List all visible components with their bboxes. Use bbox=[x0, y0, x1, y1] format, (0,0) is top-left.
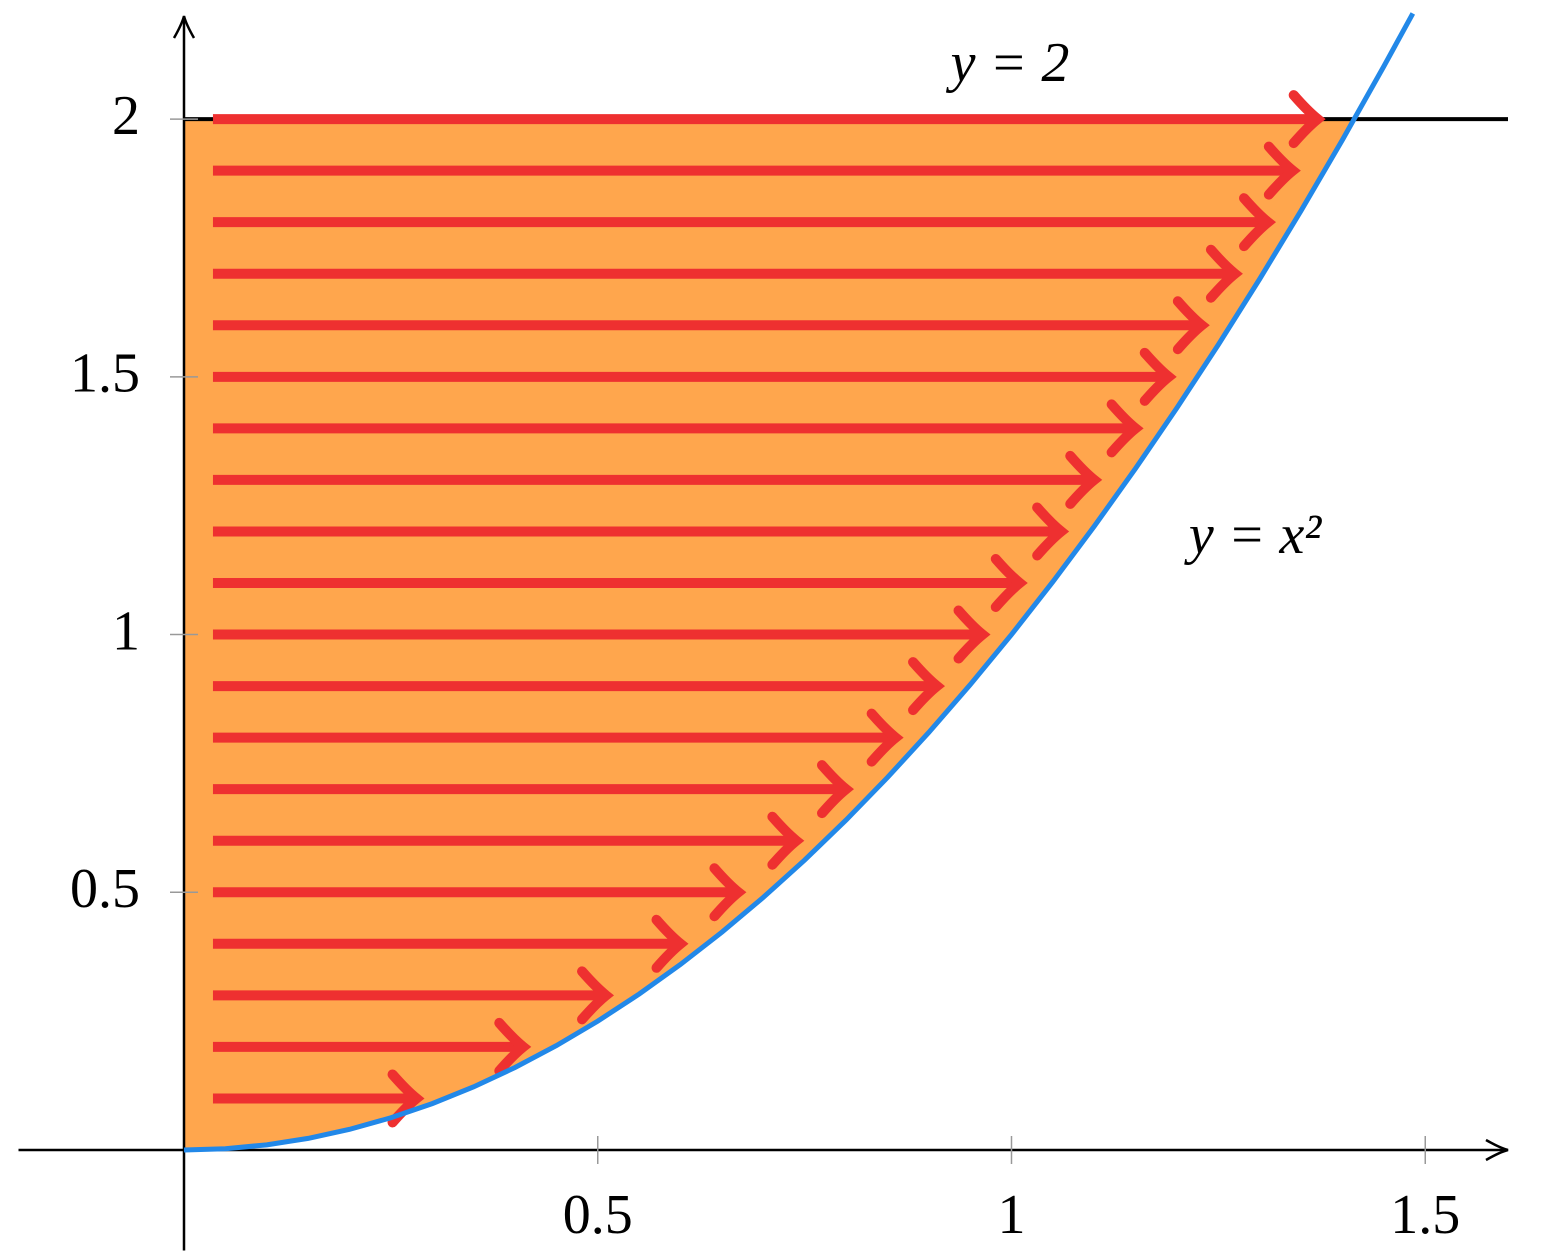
y-tick-label: 0.5 bbox=[70, 858, 140, 920]
arrow-head bbox=[953, 605, 991, 664]
arrow bbox=[212, 141, 1301, 200]
x-tick-label: 1 bbox=[998, 1184, 1026, 1246]
y-tick-label: 2 bbox=[112, 85, 140, 147]
arrow bbox=[212, 296, 1210, 355]
arrow-head bbox=[494, 1017, 532, 1076]
arrow-head bbox=[1205, 244, 1243, 303]
arrow-head bbox=[1139, 347, 1177, 406]
x-axis-arrow bbox=[1485, 1138, 1509, 1162]
x-tick-label: 0.5 bbox=[563, 1184, 633, 1246]
arrow-head bbox=[1263, 141, 1301, 200]
arrow bbox=[212, 811, 805, 870]
arrow-head bbox=[709, 863, 747, 922]
arrow bbox=[212, 244, 1243, 303]
arrow-head bbox=[866, 708, 904, 767]
arrow-head bbox=[767, 811, 805, 870]
x-tick-label: 1.5 bbox=[1390, 1184, 1460, 1246]
arrow bbox=[212, 347, 1177, 406]
arrow bbox=[212, 193, 1277, 252]
arrow bbox=[212, 1017, 532, 1076]
arrow-head bbox=[908, 657, 946, 716]
arrow bbox=[212, 605, 991, 664]
arrow bbox=[212, 966, 615, 1025]
arrow bbox=[212, 657, 946, 716]
arrow-head bbox=[1172, 296, 1210, 355]
arrow-head bbox=[1288, 90, 1326, 149]
arrow-head bbox=[1106, 399, 1144, 458]
hline-label: y = 2 bbox=[946, 32, 1070, 94]
arrow bbox=[212, 914, 689, 973]
arrow bbox=[212, 399, 1144, 458]
arrow-head bbox=[1032, 502, 1070, 561]
arrow-head bbox=[817, 760, 855, 819]
y-tick-label: 1 bbox=[112, 600, 140, 662]
arrow bbox=[212, 863, 747, 922]
arrow bbox=[212, 708, 904, 767]
y-tick-label: 1.5 bbox=[70, 343, 140, 405]
curve-label: y = x² bbox=[1184, 504, 1323, 566]
arrow-head bbox=[1239, 193, 1277, 252]
arrow-head bbox=[651, 914, 689, 973]
curve bbox=[183, 12, 1416, 1153]
arrow bbox=[212, 553, 1028, 612]
arrow bbox=[212, 502, 1070, 561]
arrow bbox=[212, 450, 1103, 509]
arrow bbox=[212, 90, 1326, 149]
arrow bbox=[212, 760, 855, 819]
arrow-head bbox=[1065, 450, 1103, 509]
arrow-head bbox=[577, 966, 615, 1025]
y-axis-arrow bbox=[172, 15, 196, 39]
arrow-head bbox=[990, 553, 1028, 612]
